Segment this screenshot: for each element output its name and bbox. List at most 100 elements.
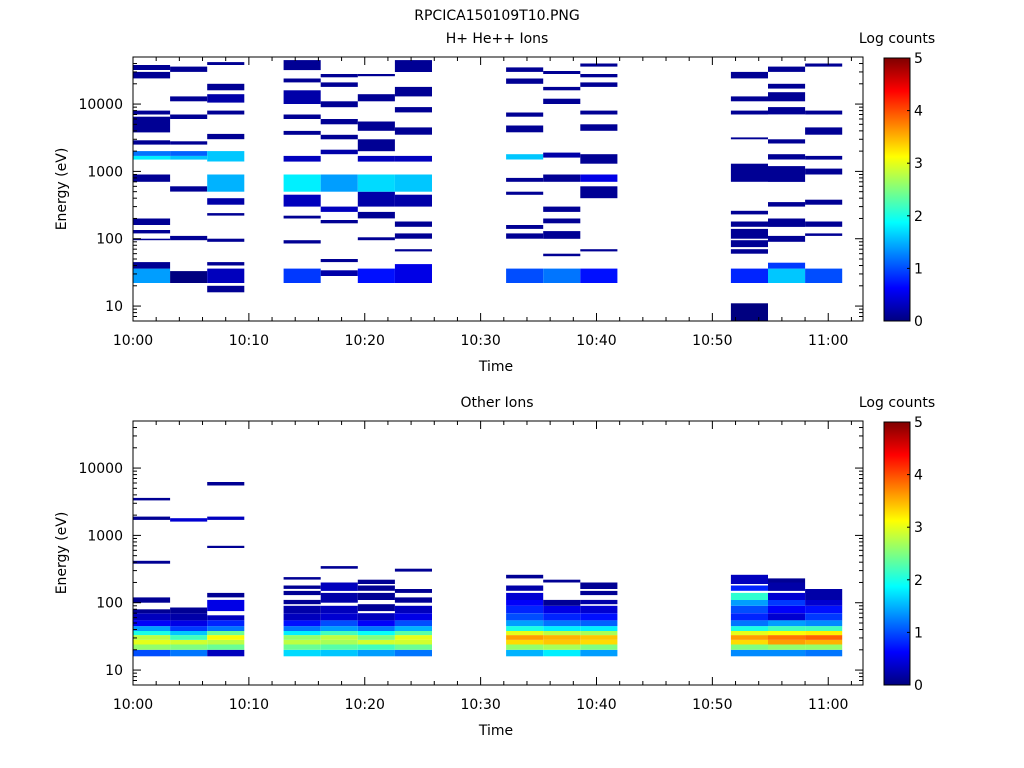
- heatmap-cell: [283, 649, 321, 657]
- heatmap-cell: [170, 151, 208, 156]
- y-tick-label: 100: [96, 232, 123, 248]
- y-tick-label: 10: [105, 299, 123, 315]
- heatmap-cell: [543, 253, 581, 257]
- colorbar-tick-label: 5: [914, 415, 923, 431]
- heatmap-cell: [768, 635, 806, 640]
- heatmap-cell: [133, 268, 171, 283]
- heatmap-cell: [133, 635, 171, 640]
- heatmap-cell: [506, 640, 544, 645]
- heatmap-cell: [730, 613, 768, 621]
- x-axis-label: Time: [478, 723, 513, 739]
- heatmap-cell: [768, 202, 806, 207]
- heatmap-cell: [580, 154, 618, 164]
- heatmap-cell: [730, 96, 768, 102]
- heatmap-cell: [170, 649, 208, 657]
- heatmap-cell: [805, 620, 843, 627]
- heatmap-cell: [768, 139, 806, 144]
- heatmap-cell: [207, 198, 245, 205]
- heatmap-cell: [170, 141, 208, 145]
- heatmap-cell: [768, 644, 806, 650]
- heatmap-cells: [133, 482, 843, 657]
- heatmap-cell: [580, 582, 618, 589]
- y-tick-label: 1000: [87, 528, 123, 544]
- heatmap-cell: [394, 155, 432, 162]
- heatmap-cell: [133, 71, 171, 79]
- heatmap-cell: [394, 127, 432, 135]
- heatmap-cell: [207, 631, 245, 636]
- heatmap-cell: [506, 78, 544, 84]
- heatmap-cell: [580, 620, 618, 627]
- heatmap-cell: [357, 626, 395, 631]
- colorbar-tick-label: 4: [914, 104, 923, 120]
- heatmap-cell: [133, 155, 171, 160]
- heatmap-cell: [543, 579, 581, 583]
- heatmap-cell: [506, 225, 544, 229]
- heatmap-cell: [394, 86, 432, 97]
- heatmap-cell: [283, 130, 321, 135]
- x-tick-label: 10:20: [345, 333, 385, 349]
- colorbar-label: Log counts: [859, 31, 935, 47]
- plot-frame: [132, 56, 864, 322]
- colorbar-ticks: 0 1 2 3 4 5: [907, 51, 923, 330]
- heatmap-cell: [805, 221, 843, 227]
- heatmap-cell: [357, 237, 395, 241]
- heatmap-cell: [730, 640, 768, 645]
- heatmap-cell: [283, 155, 321, 162]
- heatmap-cell: [394, 60, 432, 72]
- heatmap-cell: [320, 206, 358, 212]
- heatmap-cell: [768, 92, 806, 102]
- heatmap-cell: [133, 140, 171, 145]
- heatmap-cell: [506, 599, 544, 606]
- x-tick-label: 11:00: [808, 697, 848, 713]
- heatmap-cell: [320, 626, 358, 631]
- heatmap-cell: [357, 644, 395, 650]
- heatmap-cell: [320, 270, 358, 276]
- heatmap-cell: [580, 268, 618, 283]
- heatmap-cell: [283, 215, 321, 219]
- heatmap-cell: [357, 579, 395, 584]
- heatmap-cell: [320, 174, 358, 192]
- heatmap-cell: [543, 71, 581, 74]
- heatmap-cell: [580, 174, 618, 182]
- heatmap-cell: [768, 605, 806, 614]
- y-tick-label: 10: [105, 663, 123, 679]
- heatmap-cell: [730, 303, 768, 321]
- heatmap-cell: [283, 644, 321, 650]
- heatmap-cell: [506, 67, 544, 72]
- heatmap-cell: [506, 631, 544, 636]
- heatmap-cell: [283, 631, 321, 636]
- heatmap-cell: [768, 599, 806, 606]
- heatmap-cell: [357, 585, 395, 591]
- heatmap-cell: [730, 228, 768, 239]
- heatmap-cell: [207, 644, 245, 650]
- heatmap-cell: [133, 597, 171, 603]
- heatmap-cell: [394, 635, 432, 640]
- heatmap-cell: [768, 649, 806, 657]
- heatmap-cell: [283, 90, 321, 104]
- heatmap-cell: [506, 177, 544, 182]
- heatmap-cell: [543, 640, 581, 645]
- heatmap-cell: [357, 155, 395, 162]
- heatmap-cell: [320, 649, 358, 657]
- colorbar-tick-label: 3: [914, 156, 923, 172]
- heatmap-cell: [805, 127, 843, 135]
- heatmap-cell: [207, 620, 245, 627]
- heatmap-cell: [207, 649, 245, 657]
- x-tick-label: 10:30: [460, 333, 500, 349]
- heatmap-cell: [730, 210, 768, 215]
- heatmap-cell: [133, 620, 171, 627]
- heatmap-cell: [207, 626, 245, 631]
- heatmap-cell: [543, 620, 581, 627]
- heatmap-cell: [543, 86, 581, 91]
- heatmap-cell: [394, 605, 432, 614]
- heatmap-cell: [730, 599, 768, 606]
- heatmap-cell: [170, 644, 208, 650]
- heatmap-cell: [170, 626, 208, 631]
- heatmap-cell: [207, 545, 245, 548]
- x-tick-label: 10:40: [576, 333, 616, 349]
- heatmap-cell: [357, 635, 395, 640]
- heatmap-cell: [357, 620, 395, 627]
- heatmap-cell: [730, 649, 768, 657]
- heatmap-cell: [170, 186, 208, 192]
- heatmap-cell: [357, 74, 395, 77]
